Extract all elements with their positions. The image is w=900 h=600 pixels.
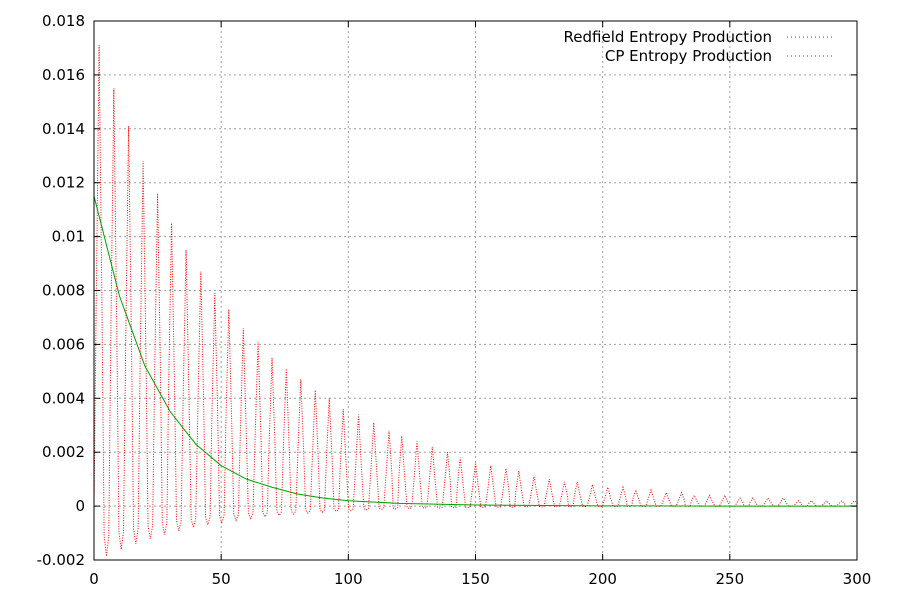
y-tick-label: 0.016 [42,66,85,84]
y-tick-label: -0.002 [37,551,85,569]
legend: Redfield Entropy Production CP Entropy P… [564,28,835,65]
y-tick-label: 0.014 [42,120,85,138]
series-line-redfield-entropy-production [93,45,858,557]
series-line-cp-entropy-production [93,196,857,507]
x-tick-label: 100 [334,570,363,588]
x-tick-label: 50 [212,570,231,588]
legend-label-cp: CP Entropy Production [605,47,772,65]
x-tick-label: 150 [461,570,490,588]
y-tick-label: 0.004 [42,389,85,407]
x-tick-label: 250 [716,570,745,588]
y-tick-label: 0.018 [42,12,85,30]
series-layer [93,45,858,557]
y-tick-label: 0.008 [42,282,85,300]
y-tick-label: 0 [75,497,85,515]
legend-label-redfield: Redfield Entropy Production [564,28,772,46]
axis-ticks: 0 50 100 150 200 250 300-0.00200.0020.0040.006… [37,12,872,588]
y-tick-label: 0.006 [42,335,85,353]
y-tick-label: 0.012 [42,174,85,192]
x-tick-label: 200 [588,570,617,588]
x-tick-label: 0 [89,570,99,588]
grid-lines [94,21,857,560]
x-tick-label: 300 [843,570,872,588]
y-tick-label: 0.01 [52,228,85,246]
y-tick-label: 0.002 [42,443,85,461]
